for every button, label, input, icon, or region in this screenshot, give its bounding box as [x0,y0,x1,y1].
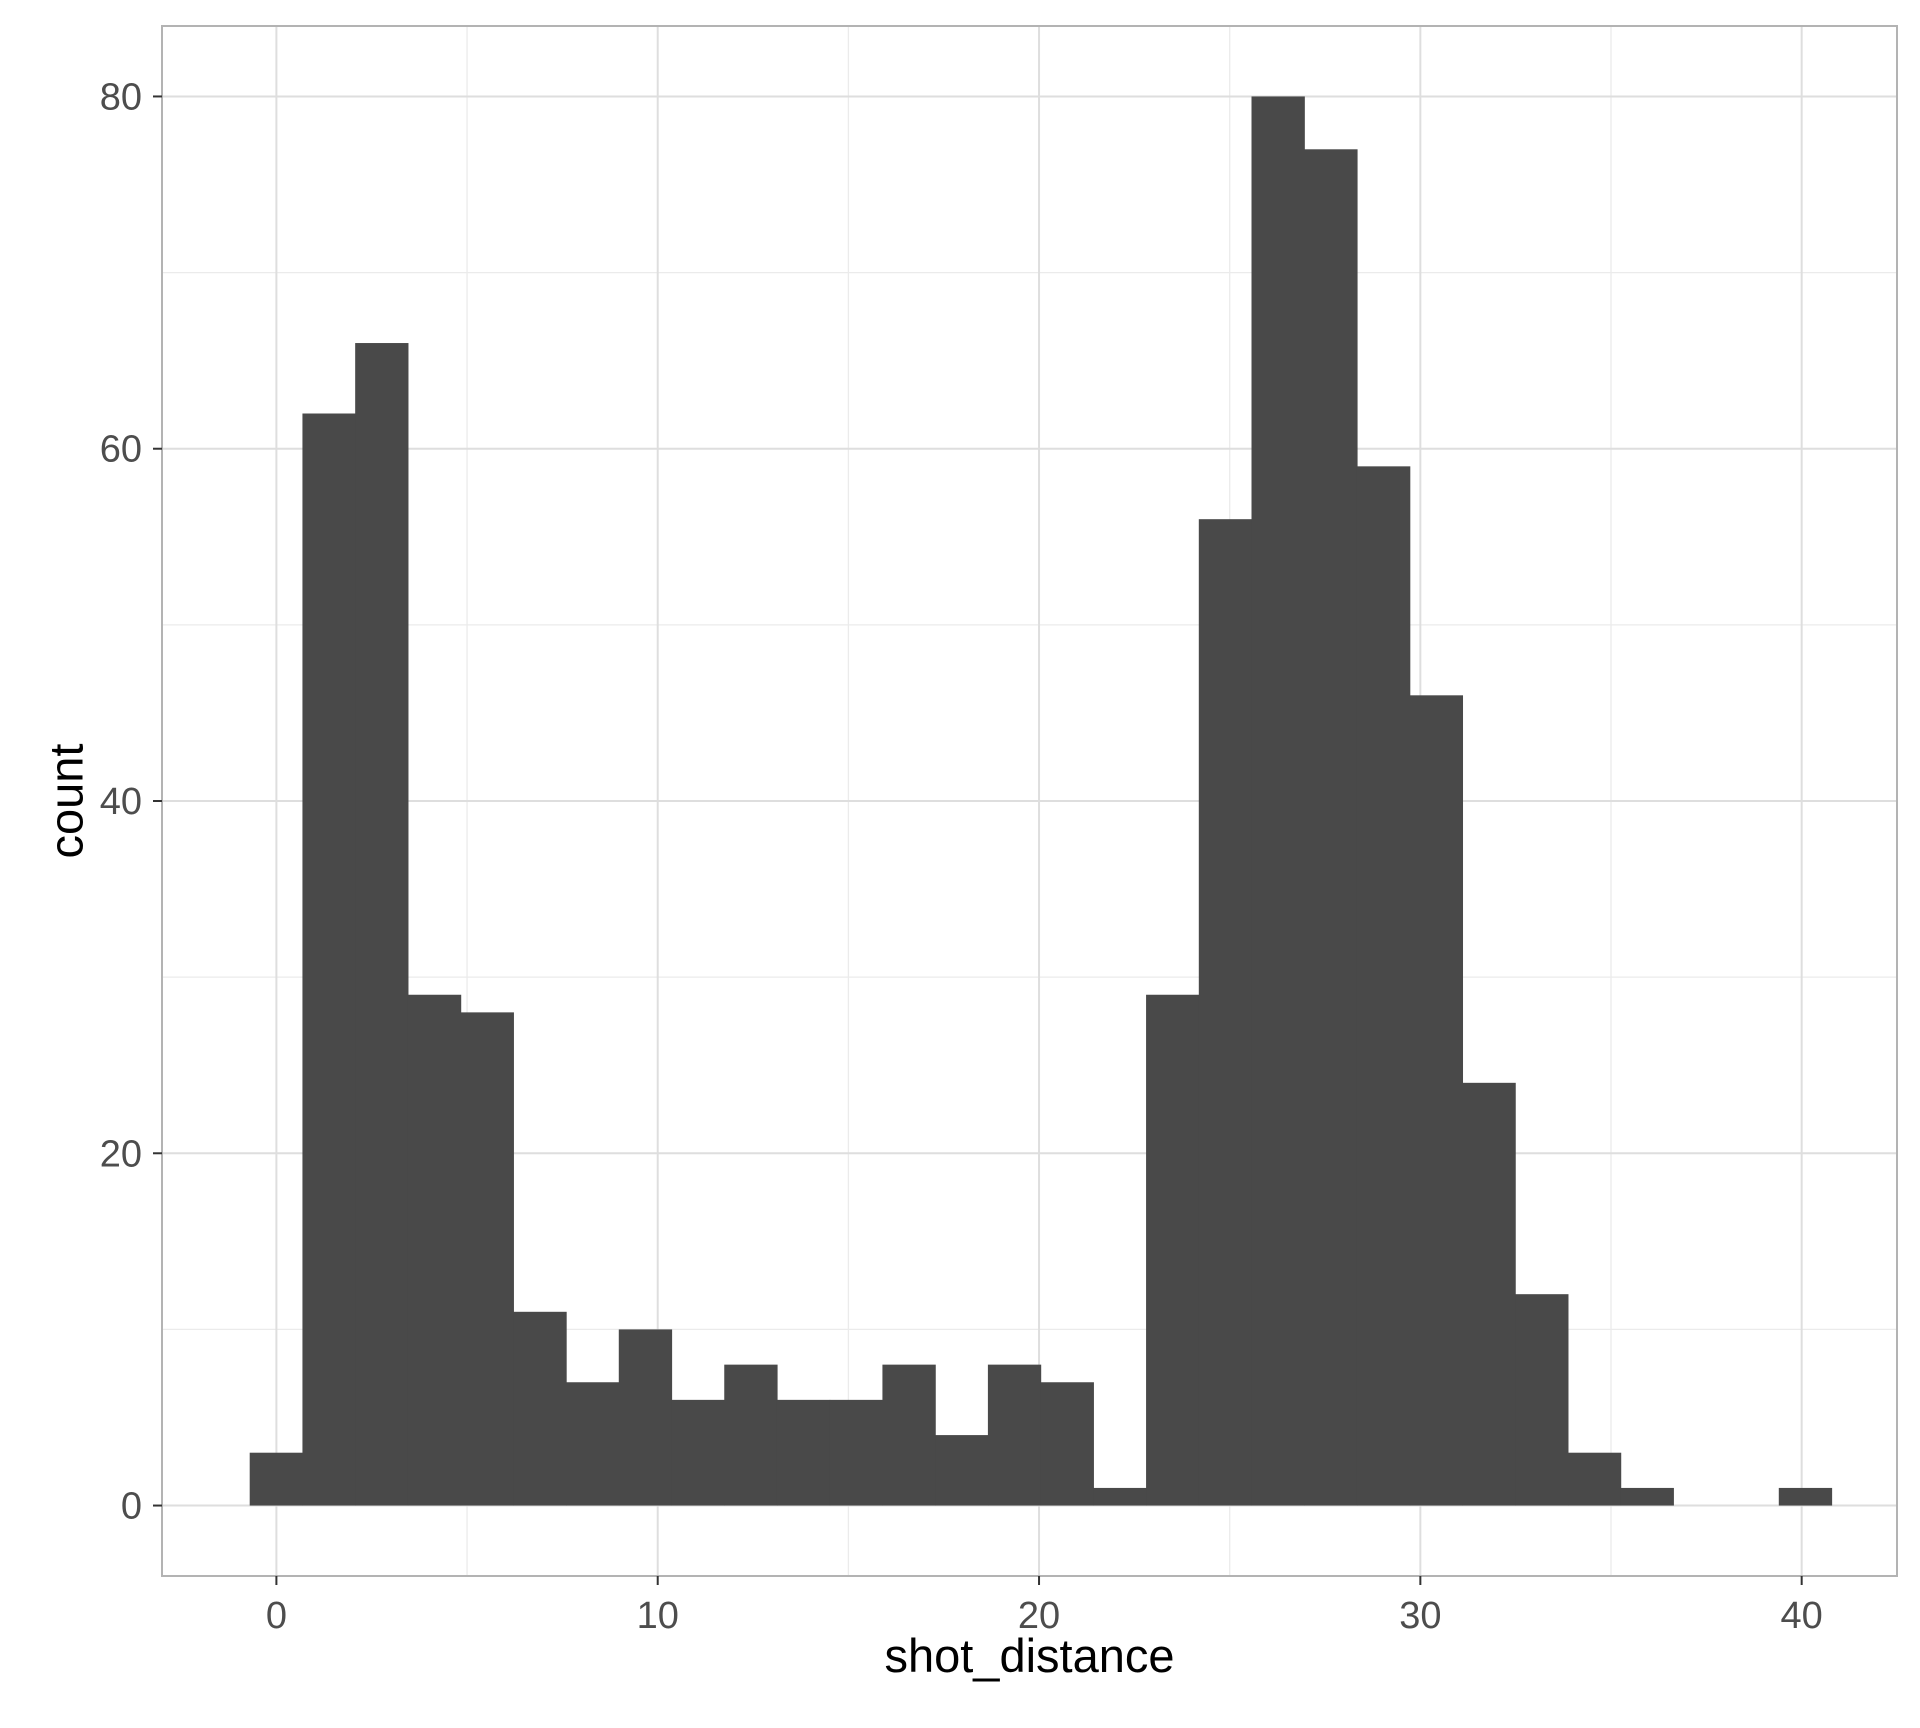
histogram-bar [1251,96,1305,1506]
axis-ticks [153,95,1803,1585]
histogram-bar [1462,1082,1516,1506]
histogram-bar [355,343,409,1506]
histogram-bar [1409,695,1464,1506]
histogram-bar [249,1452,304,1506]
y-axis-title: count [40,744,93,859]
histogram-bar [1146,994,1200,1506]
histogram-bar [460,1012,514,1506]
x-tick-label: 40 [1781,1595,1823,1637]
histogram-bar [1356,466,1411,1506]
histogram-bar [1304,149,1358,1506]
histogram-bar [302,413,356,1506]
histogram-bar [1620,1487,1674,1506]
histogram-bar [987,1364,1042,1506]
histogram-bar [513,1311,567,1506]
histogram-bar [935,1435,989,1506]
histogram-bar [1093,1487,1147,1506]
histogram-bar [671,1399,725,1506]
histogram-bars [249,96,1833,1506]
x-tick-label: 20 [1018,1595,1060,1637]
y-tick-label: 40 [100,781,142,823]
histogram-bar [566,1382,620,1506]
x-axis-tick-labels: 0 10 20 30 40 [266,1595,1823,1637]
y-tick-label: 60 [100,429,142,471]
y-tick-label: 20 [100,1133,142,1175]
histogram-bar [1040,1382,1094,1506]
x-tick-label: 30 [1399,1595,1441,1637]
histogram-bar [1567,1452,1622,1506]
x-axis-title: shot_distance [884,1629,1174,1682]
histogram-bar [829,1399,884,1506]
y-axis-tick-labels: 0 20 40 60 80 [100,76,142,1527]
x-tick-label: 10 [637,1595,679,1637]
histogram-bar [724,1364,778,1506]
x-tick-label: 0 [266,1595,287,1637]
histogram-bar [618,1329,673,1506]
histogram-bar [882,1364,936,1506]
histogram-bar [1778,1487,1833,1506]
histogram-bar [1198,519,1253,1506]
y-tick-label: 80 [100,76,142,118]
histogram-bar [776,1399,831,1506]
histogram-bar [1515,1294,1569,1506]
histogram-bar [407,994,462,1506]
y-tick-label: 0 [121,1486,142,1528]
